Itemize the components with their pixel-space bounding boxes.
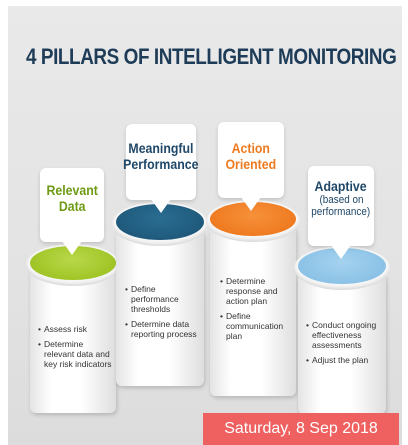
bullet-item: Define communication plan xyxy=(220,311,292,341)
bullet-item: Define performance thresholds xyxy=(125,284,203,314)
bullet-item: Determine relevant data and key risk ind… xyxy=(38,339,114,369)
card-title-line: Oriented xyxy=(225,156,277,172)
card-title-line: Meaningful xyxy=(128,140,194,156)
date-badge: Saturday, 8 Sep 2018 xyxy=(203,413,399,445)
card-meaningful-performance: Meaningful Performance xyxy=(123,124,199,213)
card-title-line: Relevant xyxy=(46,182,98,198)
bullet-item: Assess risk xyxy=(38,324,114,334)
infographic-title: 4 PILLARS OF INTELLIGENT MONITORING xyxy=(26,44,397,69)
card-title-line: Performance xyxy=(123,156,199,172)
card-subtitle-line: (based on xyxy=(318,194,364,206)
card-action-oriented: Action Oriented xyxy=(218,122,284,211)
bullet-list-adaptive: Conduct ongoing effectiveness assessment… xyxy=(306,320,382,370)
bullet-item: Determine response and action plan xyxy=(220,276,292,306)
card-title-line: Action xyxy=(231,140,271,156)
bullet-item: Adjust the plan xyxy=(306,355,382,365)
bullet-list-action-oriented: Determine response and action plan Defin… xyxy=(220,276,292,346)
card-title-line: Data xyxy=(58,198,86,214)
card-relevant-data: Relevant Data xyxy=(40,168,104,255)
bullet-item: Determine data reporting process xyxy=(125,319,203,339)
card-adaptive: Adaptive (based on performance) xyxy=(308,166,374,259)
bullet-list-meaningful-performance: Define performance thresholds Determine … xyxy=(125,284,203,344)
card-title-line: Adaptive xyxy=(314,178,368,194)
bullet-item: Conduct ongoing effectiveness assessment… xyxy=(306,320,382,350)
card-subtitle-line: performance) xyxy=(311,206,371,218)
bullet-list-relevant-data: Assess risk Determine relevant data and … xyxy=(38,324,114,374)
infographic-frame: 4 PILLARS OF INTELLIGENT MONITORING Rele… xyxy=(8,6,408,445)
